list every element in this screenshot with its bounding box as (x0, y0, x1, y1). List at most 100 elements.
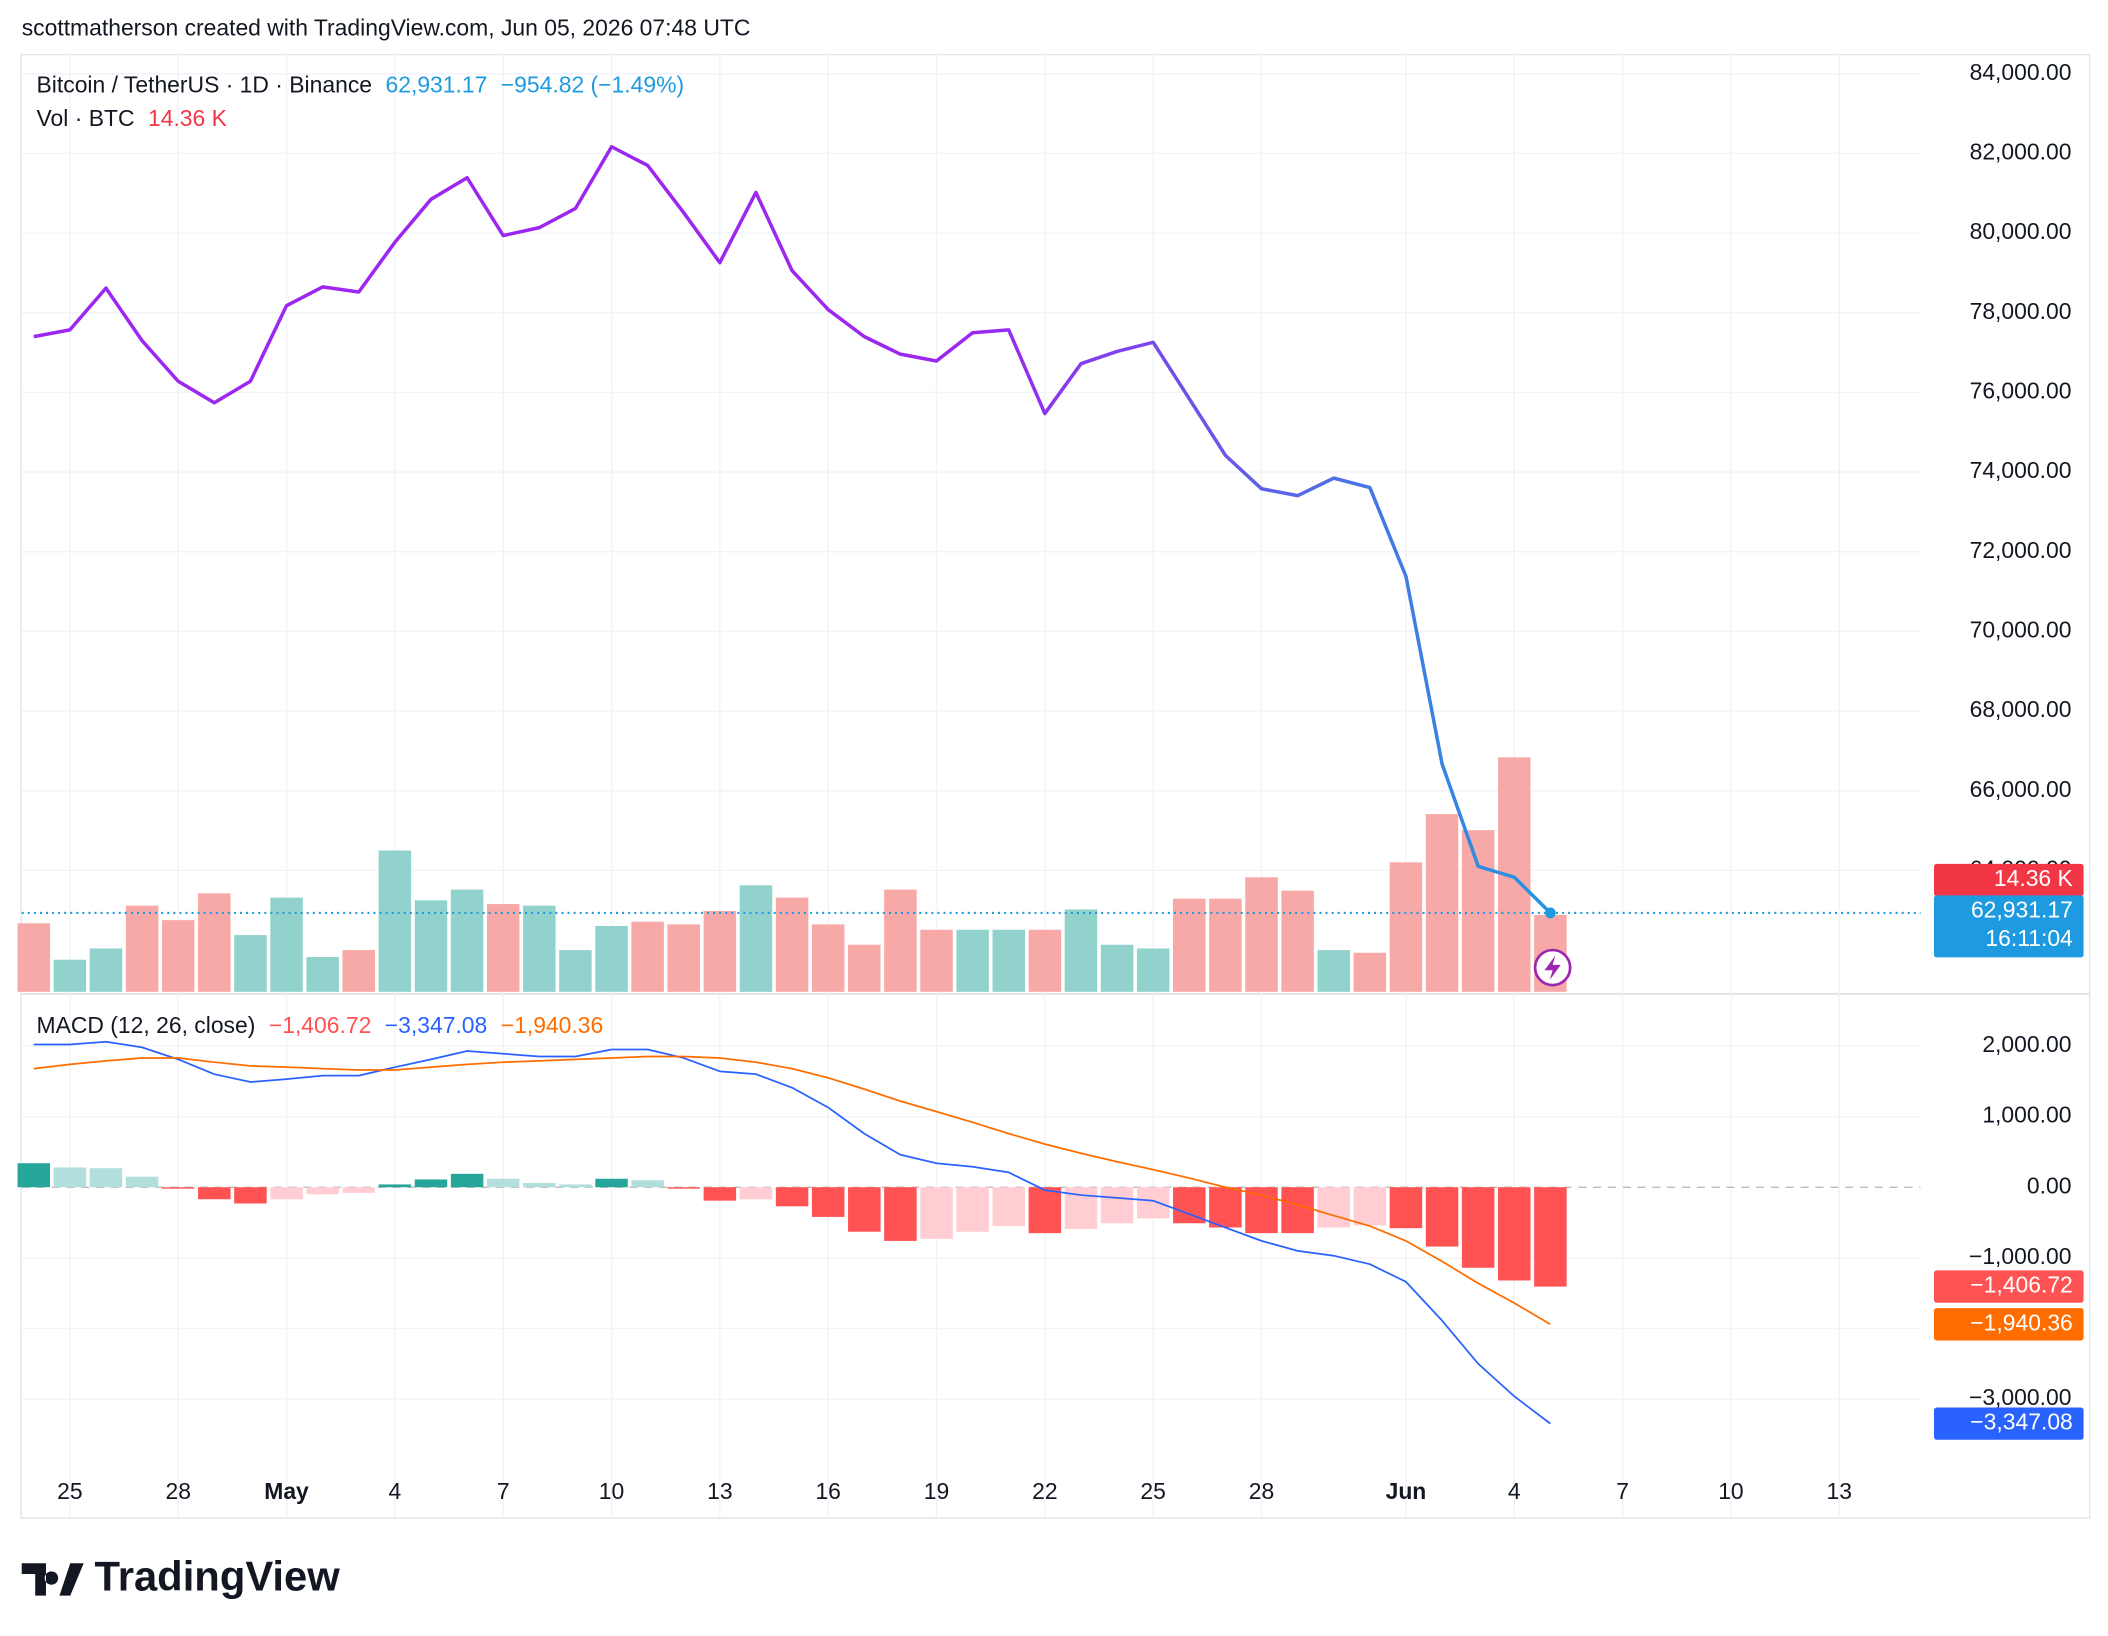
logo-mark (21, 1563, 84, 1596)
logo: TradingView (21, 1552, 341, 1599)
volume-bar (125, 905, 159, 992)
histogram-bar (1281, 1187, 1314, 1234)
volume-bar (450, 889, 484, 992)
histogram-bar (270, 1187, 303, 1200)
y-tick-label: 76,000.00 (1970, 377, 2072, 403)
histogram-bar (1353, 1187, 1387, 1226)
volume-bar (378, 850, 412, 992)
price-badge (1933, 895, 2084, 958)
histogram-bar (811, 1187, 845, 1217)
histogram-bar (523, 1183, 556, 1188)
volume-bar (414, 900, 448, 992)
macd-line (33, 1040, 1551, 1425)
volume-bar (992, 929, 1025, 992)
grid (21, 53, 1921, 1518)
price-change: −954.82 (−1.49%) (501, 71, 684, 97)
histogram-bar (486, 1178, 520, 1188)
x-tick-label: 4 (1508, 1478, 1521, 1504)
volume-bar (342, 950, 376, 992)
macd-title: MACD (12, 26, close) (37, 1012, 256, 1038)
volume-bar (1389, 862, 1423, 992)
last-price-dot (1544, 907, 1556, 919)
volume-bar (703, 911, 737, 992)
y-tick-label: 2,000.00 (1982, 1031, 2071, 1057)
volume-bar (234, 935, 267, 992)
x-tick-label: May (264, 1478, 309, 1504)
x-tick-label: 13 (1827, 1478, 1852, 1504)
histogram-bar (1461, 1187, 1495, 1268)
x-tick-label: 10 (1718, 1478, 1743, 1504)
price-badge-text: 16:11:04 (1985, 925, 2073, 951)
volume-bar (595, 925, 628, 992)
histogram-bar (306, 1187, 339, 1195)
volume-bar (920, 929, 953, 992)
histogram-bar (161, 1187, 195, 1189)
histogram-bar (1209, 1187, 1242, 1228)
histogram-value: −1,406.72 (269, 1012, 371, 1038)
volume-bar (884, 889, 917, 992)
x-tick-label: 4 (388, 1478, 401, 1504)
volume-bar (1209, 898, 1242, 992)
last-price: 62,931.17 (385, 71, 487, 97)
volume-bar (848, 944, 881, 992)
x-tick-label: 22 (1032, 1478, 1057, 1504)
y-tick-label: 1,000.00 (1982, 1102, 2071, 1128)
y-tick-label: 80,000.00 (1970, 218, 2072, 244)
y-tick-label: 74,000.00 (1970, 457, 2072, 483)
volume-bar (161, 920, 195, 992)
x-tick-label: 16 (815, 1478, 840, 1504)
volume-bar (89, 948, 123, 992)
histogram-bar (234, 1187, 267, 1204)
histogram-bar (1028, 1187, 1062, 1234)
histogram-bar (342, 1187, 376, 1193)
histogram-bar (631, 1180, 664, 1188)
histogram-bar (1389, 1187, 1423, 1229)
histogram-bar (559, 1184, 592, 1188)
histogram-bar (956, 1187, 989, 1232)
histogram-bar (739, 1187, 773, 1200)
volume-bar (1353, 952, 1387, 992)
histogram-bar (125, 1176, 159, 1188)
volume-bar (1317, 950, 1350, 992)
signal-badge (1933, 1308, 2084, 1341)
histogram-bar (884, 1187, 917, 1241)
histogram-bar (848, 1187, 881, 1232)
x-tick-label: 25 (57, 1478, 82, 1504)
volume-bar (1425, 814, 1459, 992)
histogram-bar (53, 1167, 87, 1188)
y-tick-label: −3,000.00 (1969, 1384, 2071, 1410)
histogram-bar (703, 1187, 737, 1201)
logo-text: TradingView (95, 1552, 341, 1599)
volume-bar (486, 904, 520, 992)
y-tick-label: 0.00 (2027, 1172, 2072, 1198)
signal-badge-text: −1,940.36 (1970, 1309, 2072, 1335)
volume-bar (1100, 944, 1134, 992)
x-tick-label: Jun (1386, 1478, 1427, 1504)
alert-icon (1533, 948, 1572, 987)
histogram-bar (1136, 1187, 1170, 1219)
volume-bar (17, 923, 51, 992)
histogram-bar (198, 1187, 231, 1200)
signal-line (33, 1055, 1551, 1326)
x-tick-label: 7 (497, 1478, 510, 1504)
histogram-bar (1425, 1187, 1459, 1247)
y-tick-label: 66,000.00 (1970, 776, 2072, 802)
macd-badge (1933, 1407, 2084, 1440)
marks (17, 145, 1921, 1425)
volume-bar (306, 957, 339, 992)
y-tick-label: 72,000.00 (1970, 537, 2072, 563)
alert-bolt (1544, 955, 1561, 980)
signal-value: −1,940.36 (501, 1012, 603, 1038)
histogram-bar (1245, 1187, 1278, 1234)
x-tick-label: 28 (165, 1478, 190, 1504)
y-tick-label: 70,000.00 (1970, 616, 2072, 642)
y-tick-label: −1,000.00 (1969, 1243, 2071, 1269)
histogram-bar (1534, 1187, 1567, 1287)
histogram-bar (450, 1173, 484, 1188)
volume-bar (631, 921, 664, 992)
histogram-bar (89, 1168, 123, 1188)
histogram-bar (920, 1187, 953, 1239)
volume-badge (1933, 863, 2084, 897)
